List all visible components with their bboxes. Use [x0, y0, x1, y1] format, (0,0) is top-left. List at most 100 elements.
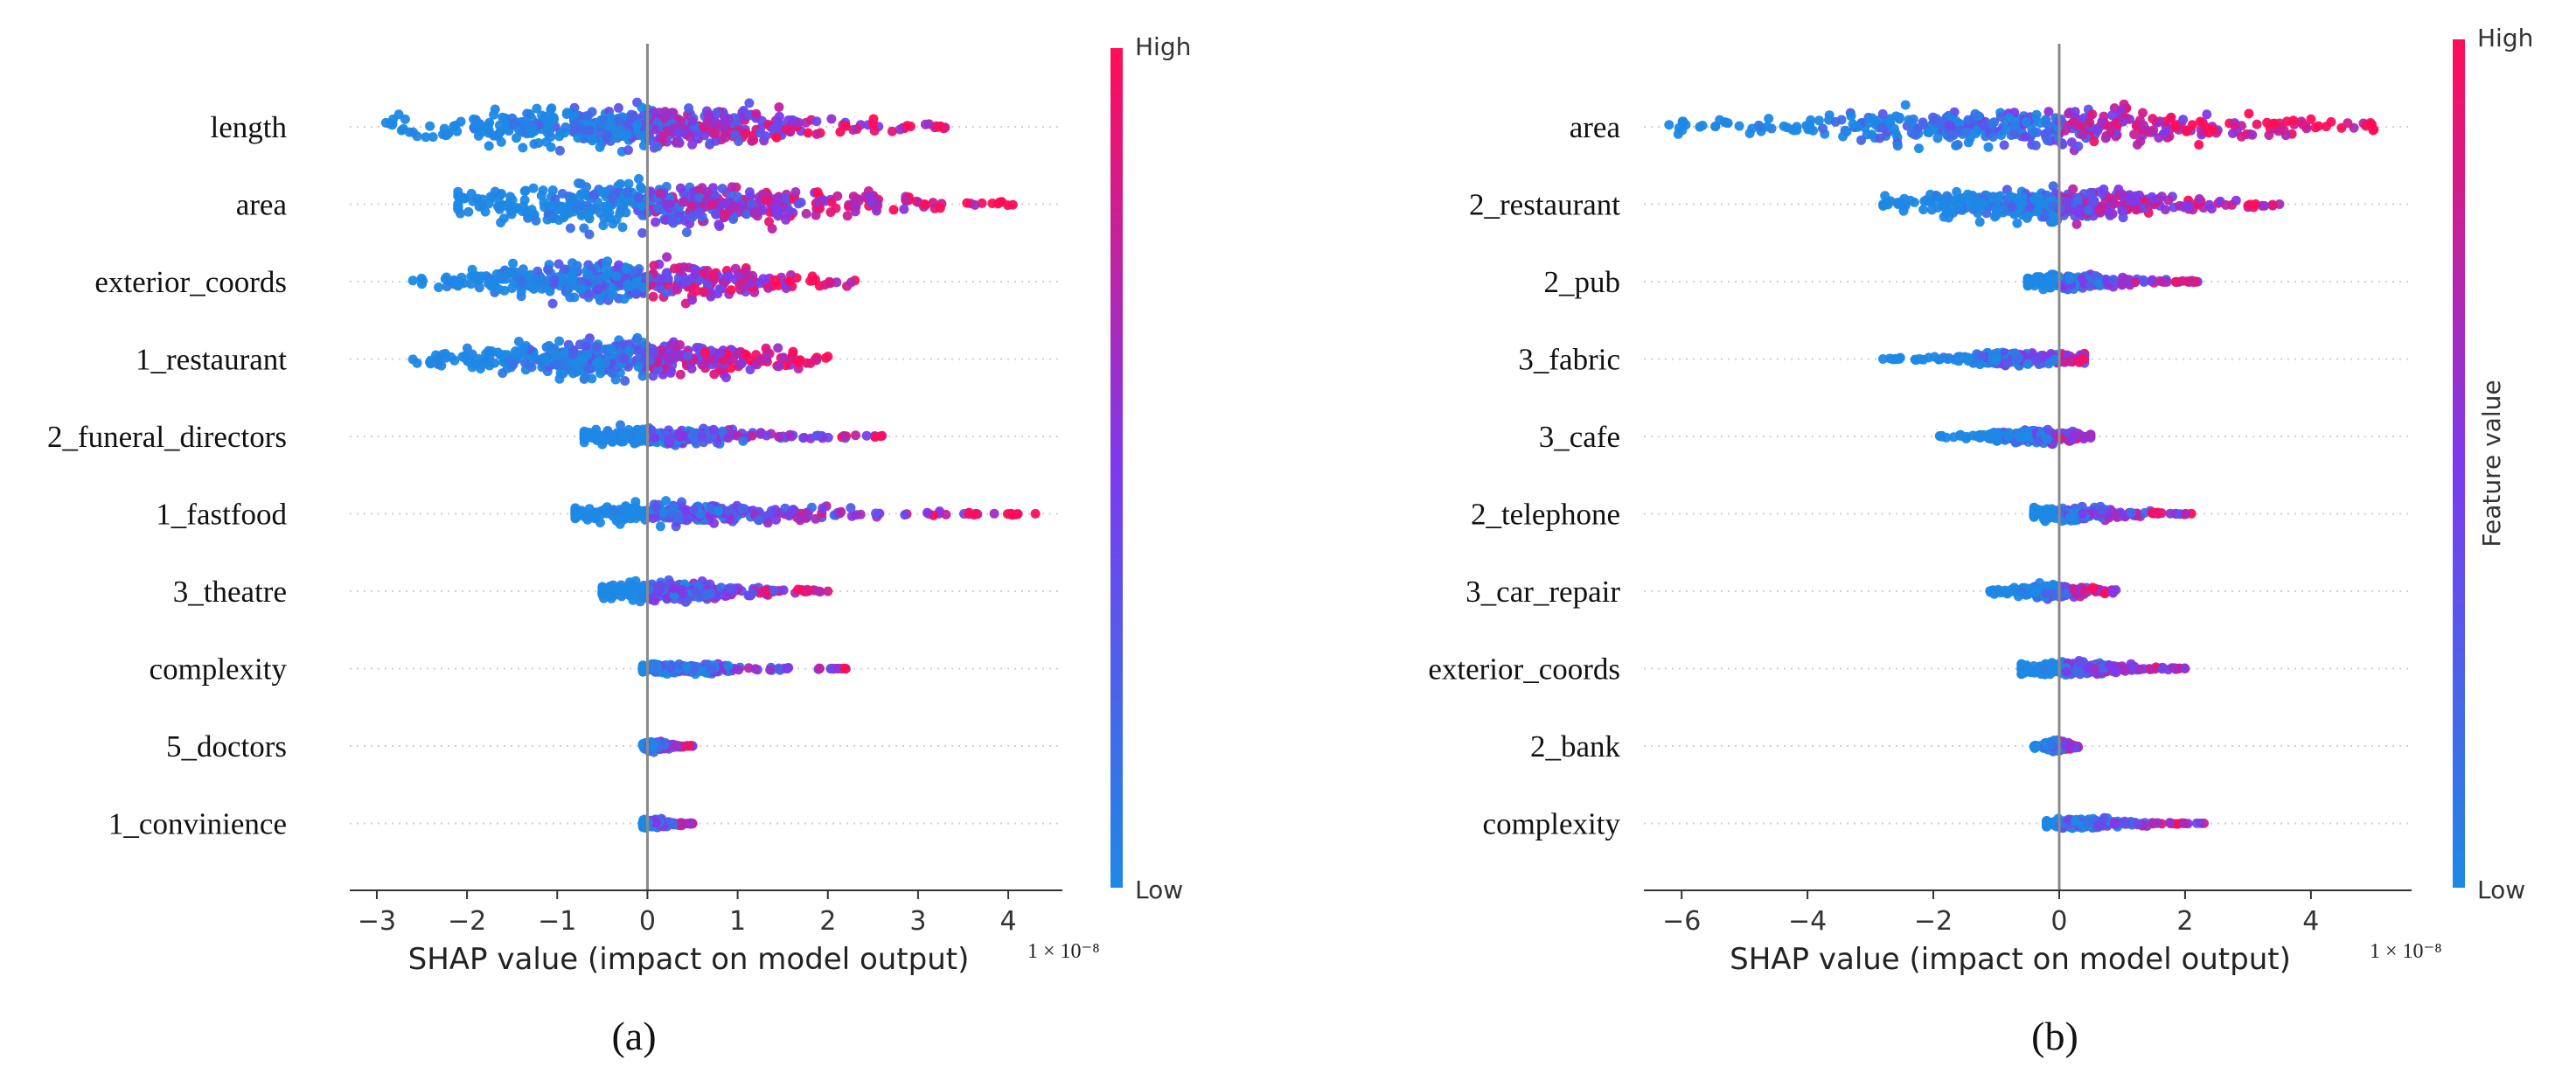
shap-point — [632, 120, 643, 130]
shap-point — [1852, 122, 1862, 132]
shap-point — [871, 508, 881, 519]
shap-point — [2023, 359, 2033, 369]
shap-point — [895, 124, 905, 135]
shap-point — [870, 432, 881, 443]
shap-point — [512, 351, 523, 361]
shap-point — [681, 227, 692, 238]
shap-point — [2130, 191, 2141, 201]
shap-point — [839, 431, 850, 442]
shap-point — [1967, 430, 1978, 441]
shap-point — [573, 133, 583, 143]
shap-point — [675, 339, 685, 350]
shap-point — [616, 420, 625, 430]
shap-point — [597, 588, 608, 598]
shap-point — [636, 182, 646, 192]
shap-point — [2202, 109, 2212, 120]
shap-point — [1939, 212, 1949, 222]
shap-point — [623, 279, 633, 289]
shap-point — [900, 510, 910, 520]
shap-point — [2017, 192, 2028, 203]
shap-point — [412, 358, 422, 368]
shap-point — [473, 130, 484, 141]
a-x-axis-title: SHAP value (impact on model output) — [408, 942, 970, 977]
shap-point — [2075, 429, 2085, 440]
shap-point — [541, 275, 552, 286]
shap-point — [2032, 206, 2043, 217]
shap-point — [920, 119, 930, 129]
x-tick-label: 1 — [729, 906, 746, 937]
shap-point — [653, 203, 664, 213]
shap-point — [667, 819, 678, 829]
shap-point — [1801, 121, 1812, 131]
shap-point — [2002, 358, 2013, 368]
shap-point — [620, 376, 630, 386]
shap-point — [466, 279, 477, 289]
shap-point — [685, 131, 695, 142]
shap-point — [1930, 352, 1939, 362]
shap-point — [748, 270, 758, 281]
shap-point — [801, 208, 811, 219]
shap-point — [2130, 277, 2141, 288]
shap-point — [408, 127, 418, 137]
shap-point — [572, 512, 582, 522]
shap-point — [796, 198, 806, 207]
shap-point — [744, 98, 755, 108]
shap-point — [720, 210, 730, 220]
shap-point — [648, 741, 658, 751]
shap-point — [2201, 122, 2211, 132]
shap-point — [2160, 205, 2170, 215]
shap-point — [571, 118, 581, 129]
shap-point — [631, 504, 642, 514]
shap-point — [888, 205, 899, 215]
shap-point — [746, 199, 756, 209]
shap-point — [611, 584, 622, 595]
shap-point — [572, 261, 582, 271]
shap-point — [1909, 129, 1919, 139]
shap-point — [661, 496, 672, 506]
shap-point — [428, 132, 438, 143]
shap-point — [533, 266, 543, 276]
shap-point — [2306, 114, 2316, 124]
shap-point — [735, 280, 745, 290]
shap-point — [1999, 140, 2009, 150]
shap-point — [474, 275, 484, 285]
shap-point — [989, 508, 999, 519]
shap-point — [666, 340, 677, 350]
shap-point — [671, 741, 681, 751]
shap-point — [1951, 141, 1961, 150]
shap-point — [655, 521, 665, 532]
shap-point — [2147, 192, 2157, 202]
shap-point — [1986, 433, 1995, 443]
shap-point — [651, 217, 661, 227]
shap-point — [496, 136, 506, 147]
shap-point — [565, 292, 575, 303]
shap-point — [750, 208, 760, 219]
shap-point — [649, 347, 659, 358]
shap-point — [637, 282, 648, 292]
shap-point — [755, 354, 766, 365]
shap-point — [575, 355, 585, 366]
shap-point — [630, 289, 641, 298]
shap-point — [1818, 123, 1828, 134]
shap-point — [1836, 115, 1847, 125]
shap-point — [751, 108, 762, 119]
shap-point — [476, 364, 485, 373]
x-tick-label: 0 — [639, 906, 656, 937]
shap-point — [1664, 120, 1674, 130]
shap-point — [825, 207, 836, 218]
shap-point — [2070, 107, 2080, 117]
shap-point — [661, 112, 671, 122]
shap-point — [562, 108, 572, 118]
shap-point — [872, 206, 881, 216]
shap-point — [465, 358, 476, 368]
shap-point — [519, 117, 530, 128]
shap-point — [2326, 116, 2336, 127]
shap-point — [581, 372, 591, 381]
shap-point — [543, 264, 553, 275]
shap-point — [2043, 434, 2053, 444]
shap-point — [811, 129, 822, 139]
shap-point — [695, 509, 706, 520]
x-tick-label: −1 — [538, 906, 576, 937]
shap-point — [1877, 122, 1888, 133]
shap-point — [598, 220, 609, 231]
